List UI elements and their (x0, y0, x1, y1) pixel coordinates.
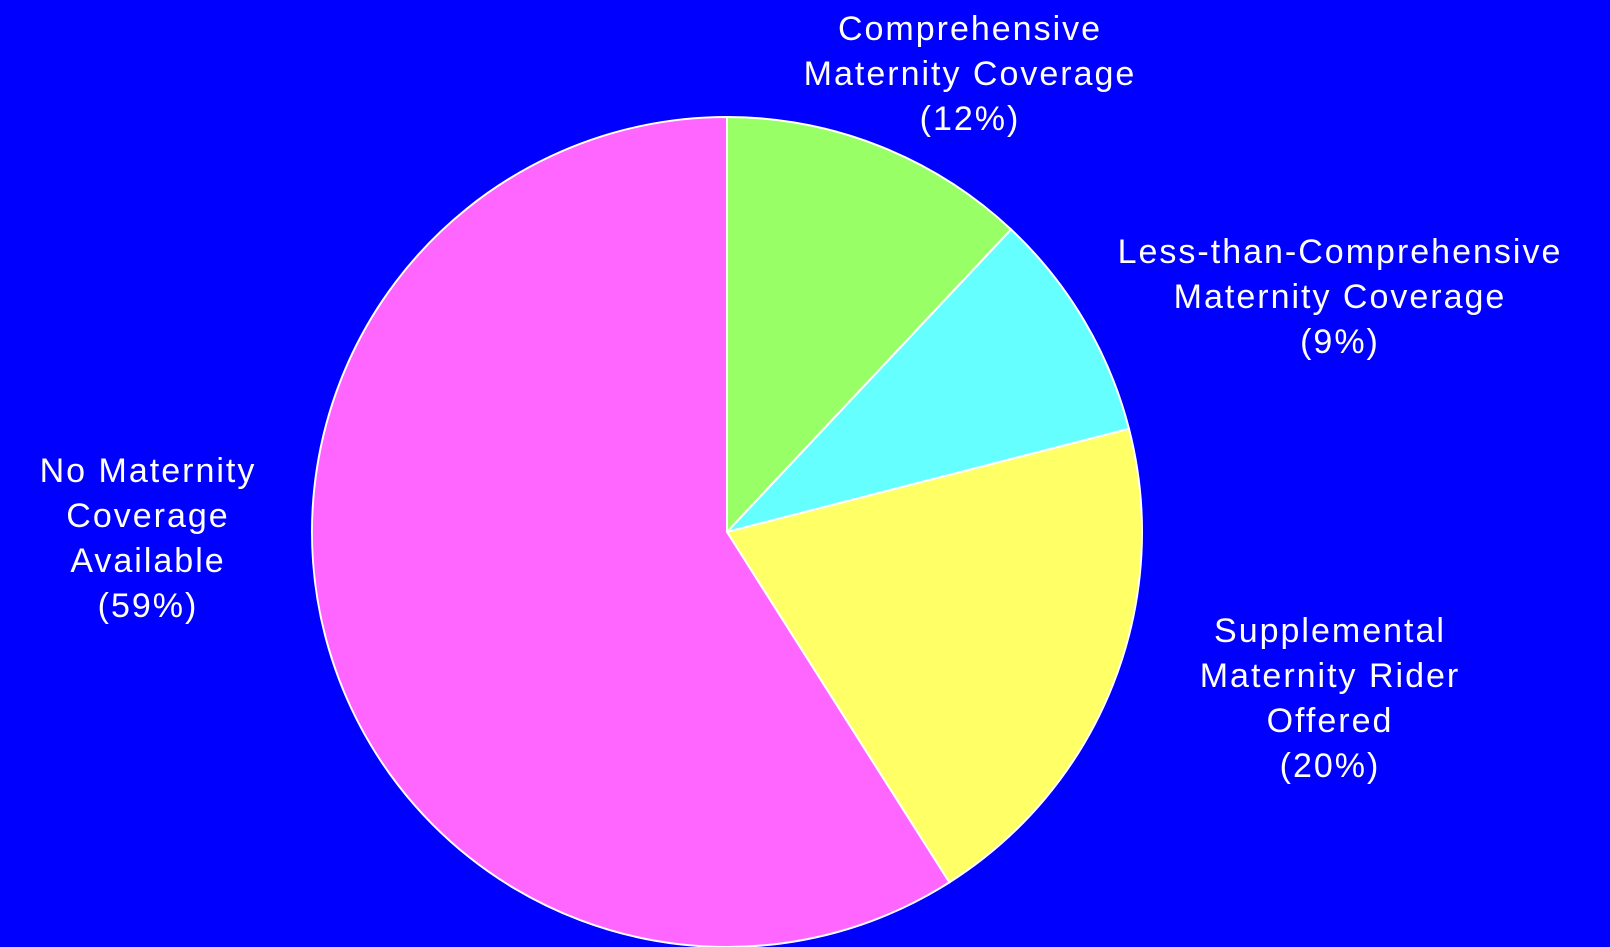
slice-label-line: Supplemental (1214, 612, 1446, 650)
slice-value-label: (20%) (1280, 747, 1381, 785)
slice-label-line: No Maternity (40, 452, 257, 490)
pie-slice-0 (726, 115, 1013, 535)
slice-label-line: Maternity Coverage (804, 55, 1137, 93)
slice-label-line: Comprehensive (838, 10, 1102, 48)
pie-slice-1 (723, 228, 1131, 534)
slice-label-2: Supplemental Maternity Rider Offered (20%) (1200, 612, 1461, 785)
slice-label-1: Less-than-Comprehensive Maternity Coverag… (1118, 233, 1563, 361)
slice-label-line: Coverage (66, 497, 229, 535)
slice-label-0: Comprehensive Maternity Coverage (12%) (804, 10, 1137, 138)
slice-value-label: (59%) (98, 587, 199, 625)
slice-value-label: (9%) (1300, 323, 1380, 361)
slice-labels: Comprehensive Maternity Coverage (12%) Less… (40, 10, 1563, 785)
slice-value-label: (12%) (920, 100, 1021, 138)
slice-label-line: Maternity Coverage (1174, 278, 1507, 316)
slice-label-line: Available (70, 542, 225, 580)
slice-label-line: Less-than-Comprehensive (1118, 233, 1563, 271)
pie-slice-2 (725, 427, 1143, 884)
slice-label-3: No Maternity Coverage Available (59%) (40, 452, 257, 625)
slice-label-line: Maternity Rider (1200, 657, 1461, 695)
pie-slices (311, 115, 1143, 947)
slice-label-line: Offered (1267, 702, 1394, 740)
